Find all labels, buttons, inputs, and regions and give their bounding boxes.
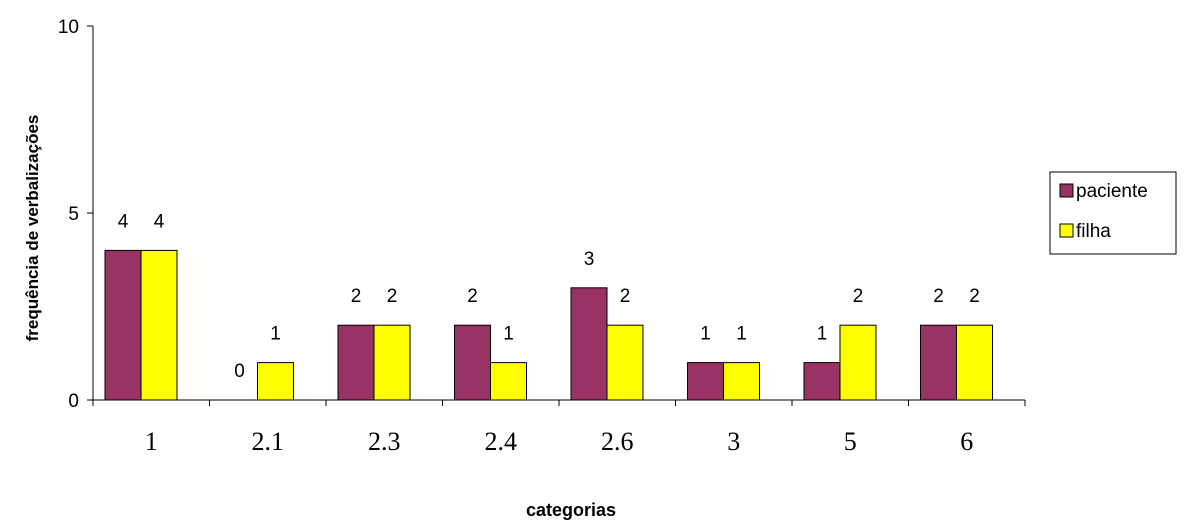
- bar-paciente: [920, 324, 957, 401]
- bar-paciente: [570, 287, 608, 401]
- y-tick-label: 5: [68, 204, 79, 225]
- data-label-filha: 4: [154, 211, 165, 232]
- bar-filha: [606, 324, 644, 401]
- y-tick-label: 10: [58, 17, 79, 38]
- x-tick-label: 3: [727, 427, 740, 456]
- x-tick-label: 6: [960, 427, 973, 456]
- bar-filha: [490, 362, 527, 401]
- data-label-paciente: 2: [351, 286, 362, 307]
- data-label-paciente: 4: [118, 211, 129, 232]
- y-ticks: 0 5 10: [58, 17, 93, 412]
- x-tick-label: 2.3: [368, 427, 401, 456]
- x-ticks: 1 2.1 2.3 2.4 2.6 3 5 6: [92, 400, 1026, 456]
- bar-paciente: [337, 324, 375, 401]
- data-label-paciente: 2: [933, 286, 944, 307]
- x-tick-label: 2.6: [601, 427, 634, 456]
- bar-paciente: [454, 324, 491, 401]
- bar-paciente: [687, 362, 724, 401]
- data-label-filha: 1: [503, 324, 514, 345]
- bar-paciente: [104, 249, 142, 401]
- legend: paciente filha: [1049, 171, 1177, 255]
- data-label-filha: 2: [853, 286, 864, 307]
- bar-filha: [373, 324, 411, 401]
- data-label-paciente: 3: [584, 249, 595, 270]
- data-label-filha: 2: [969, 286, 980, 307]
- legend-swatch-paciente: [1059, 183, 1074, 198]
- bar-filha: [140, 249, 178, 401]
- bar-filha: [723, 362, 760, 401]
- data-label-filha: 1: [270, 324, 281, 345]
- data-label-paciente: 1: [817, 324, 828, 345]
- legend-label-paciente: paciente: [1076, 181, 1148, 202]
- x-tick-label: 1: [145, 427, 158, 456]
- y-axis-title: frequência de verbalizações: [23, 115, 42, 342]
- legend-swatch-filha: [1059, 223, 1074, 238]
- data-label-filha: 2: [387, 286, 398, 307]
- bars: [104, 249, 993, 401]
- bar-filha: [956, 324, 993, 401]
- axes: [92, 26, 1025, 401]
- x-tick-label: 5: [844, 427, 857, 456]
- data-label-paciente: 0: [234, 361, 245, 382]
- x-tick-label: 2.4: [485, 427, 518, 456]
- data-label-filha: 1: [736, 324, 747, 345]
- data-label-paciente: 2: [467, 286, 478, 307]
- data-label-paciente: 1: [700, 324, 711, 345]
- data-label-filha: 2: [620, 286, 631, 307]
- data-labels: 4 0 2 2 3 1 1 2 4 1 2 1 2 1 2 2: [118, 211, 980, 382]
- legend-label-filha: filha: [1076, 221, 1111, 242]
- x-axis-title: categorias: [526, 500, 616, 520]
- legend-items: paciente filha: [1059, 181, 1148, 242]
- bar-filha: [257, 362, 294, 401]
- bar-filha: [839, 324, 877, 401]
- y-tick-label: 0: [68, 391, 79, 412]
- x-tick-label: 2.1: [252, 427, 285, 456]
- bar-paciente: [803, 362, 841, 401]
